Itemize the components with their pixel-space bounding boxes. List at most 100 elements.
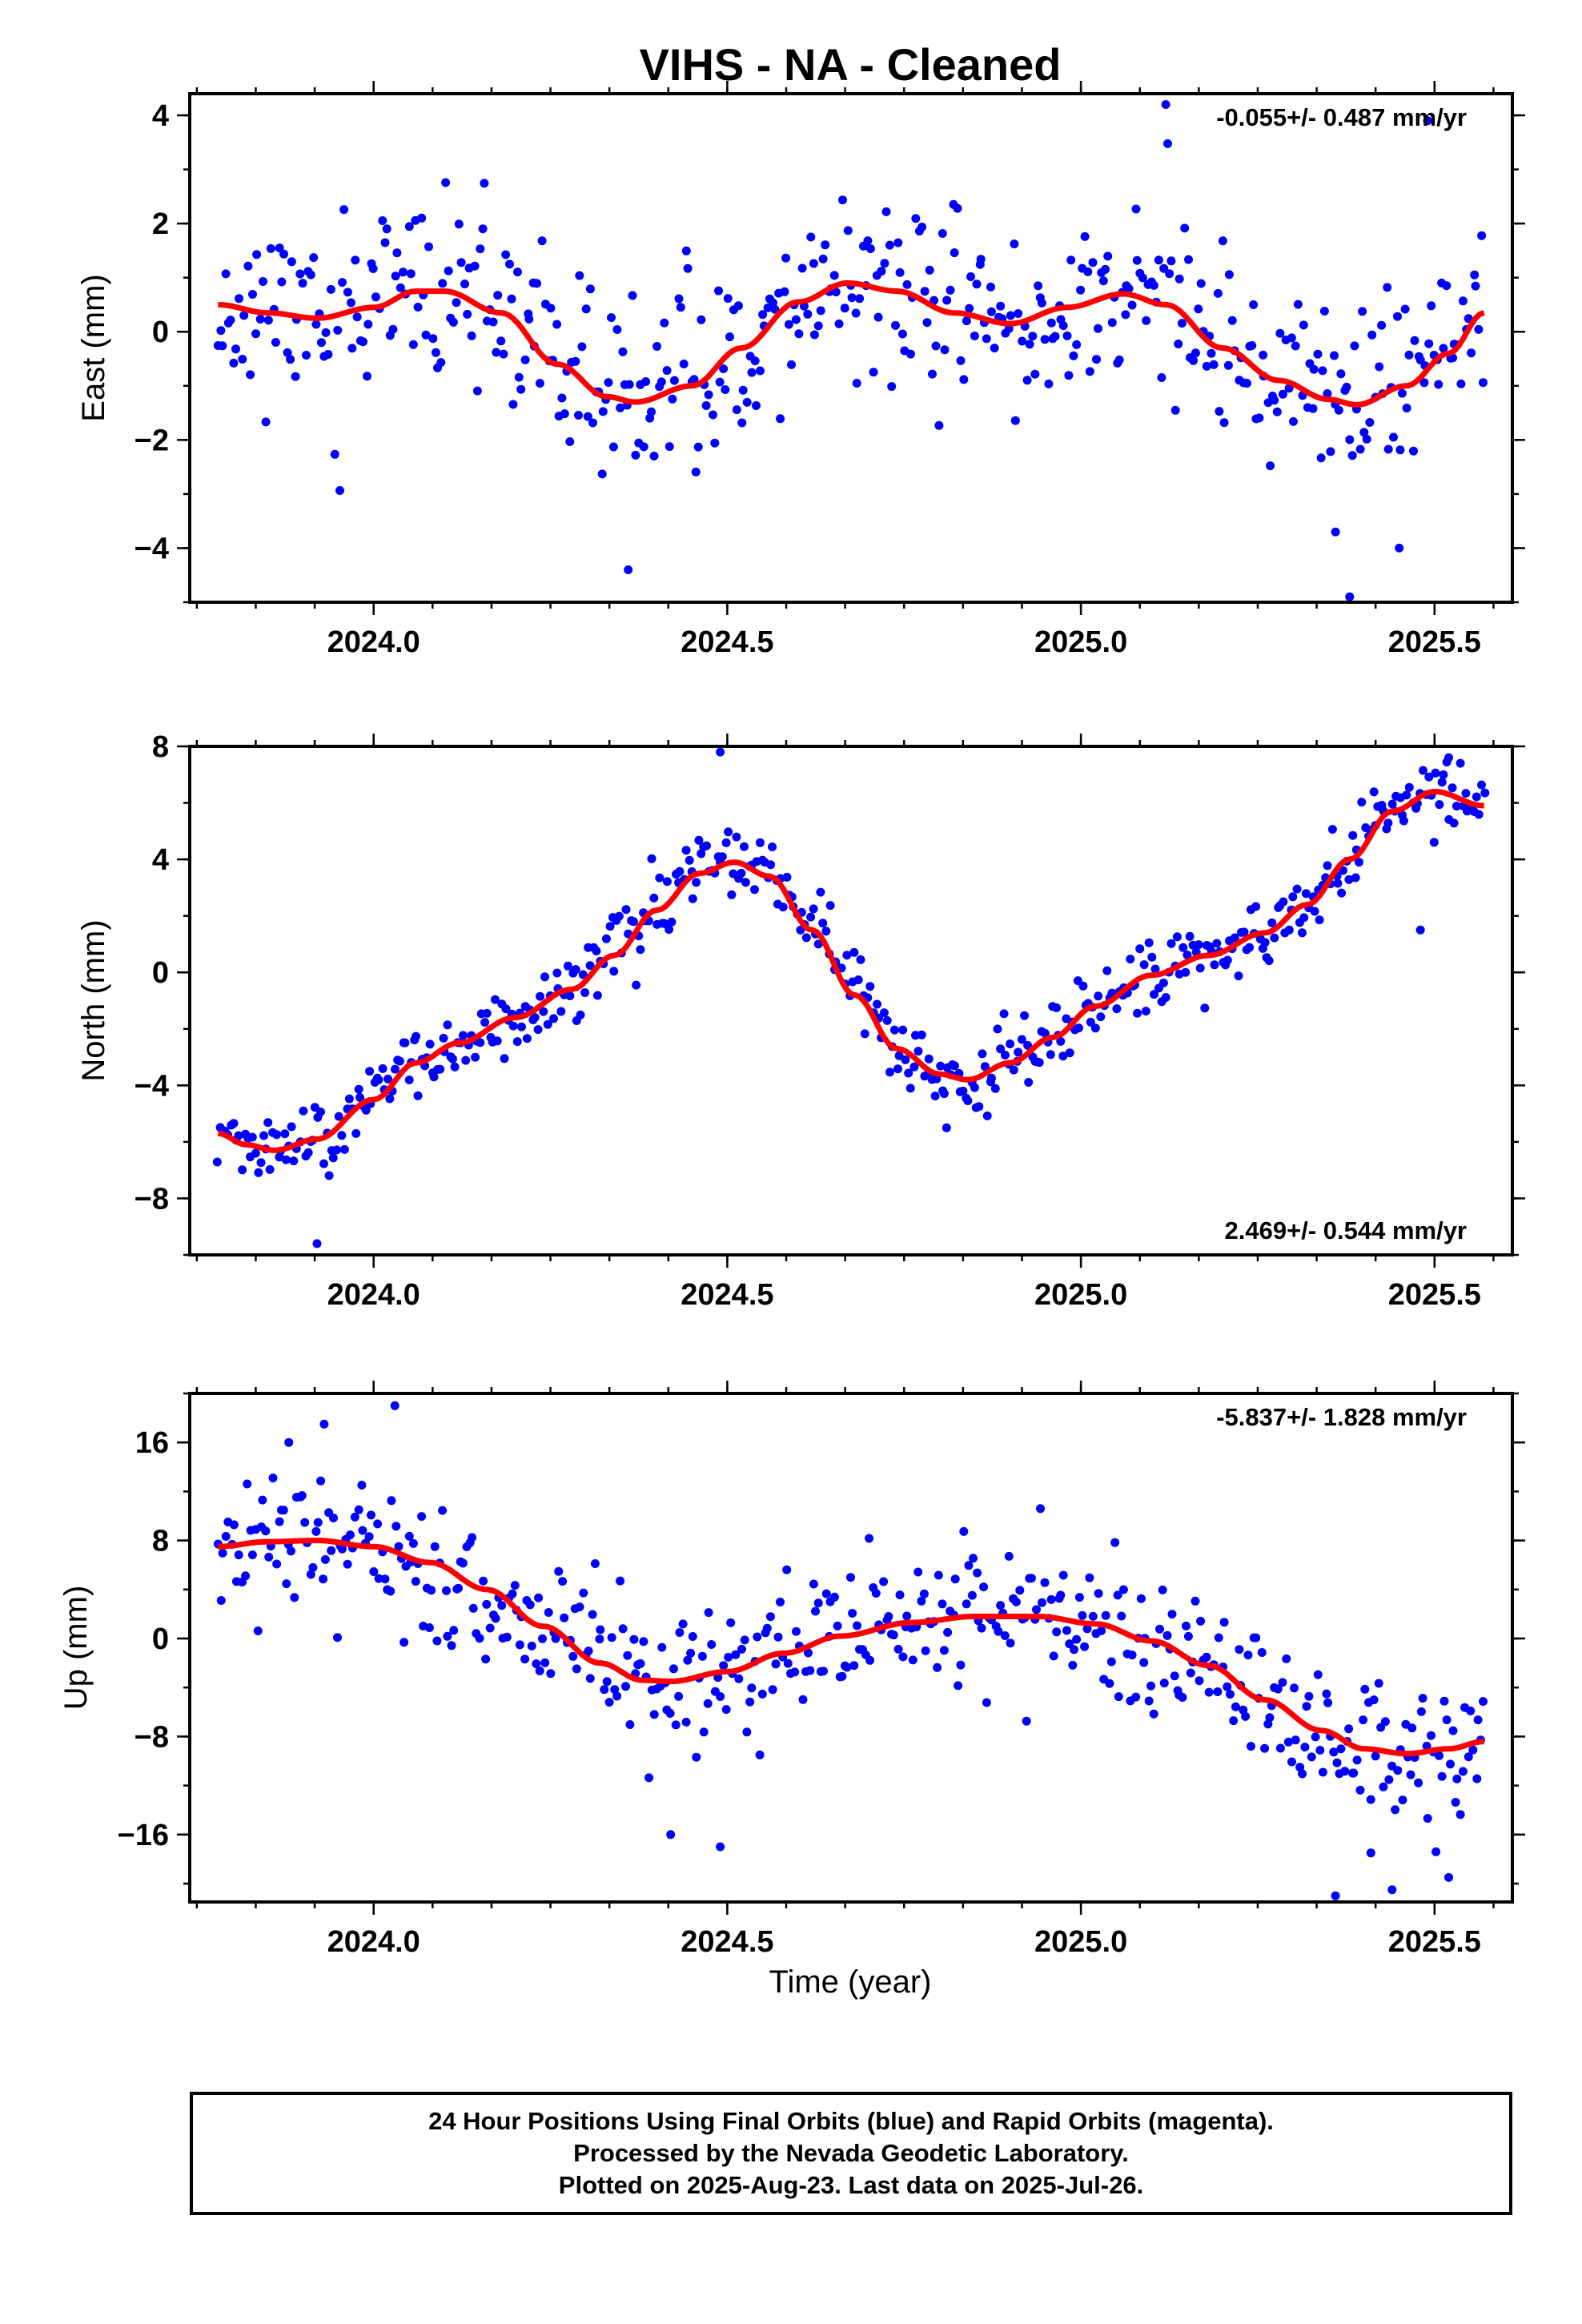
data-point xyxy=(347,298,355,308)
data-point xyxy=(970,332,979,340)
data-point xyxy=(657,1642,667,1652)
data-point xyxy=(917,1596,926,1606)
data-point xyxy=(552,968,562,978)
data-point xyxy=(303,1148,313,1157)
data-point xyxy=(247,1550,257,1560)
data-point xyxy=(925,265,934,275)
data-point xyxy=(639,442,648,452)
data-point xyxy=(1142,316,1151,325)
data-point xyxy=(873,999,881,1009)
data-point xyxy=(263,316,273,325)
data-point xyxy=(1127,1651,1137,1660)
data-point xyxy=(790,1667,800,1677)
data-point xyxy=(298,279,307,288)
data-point xyxy=(1052,1003,1062,1012)
data-point xyxy=(1202,361,1211,371)
data-point xyxy=(1292,884,1302,894)
data-point xyxy=(1224,270,1234,279)
data-point xyxy=(962,316,971,326)
data-point xyxy=(1162,1630,1172,1640)
x-axis-label: Time (year) xyxy=(769,1964,932,2000)
data-point xyxy=(895,267,905,277)
data-point xyxy=(865,1534,874,1543)
data-point xyxy=(1307,1752,1316,1762)
data-point xyxy=(1323,861,1332,870)
data-point xyxy=(1452,802,1461,811)
data-point xyxy=(1466,1706,1476,1715)
data-point xyxy=(778,903,788,912)
data-point xyxy=(688,894,697,903)
data-point xyxy=(1080,1642,1090,1651)
data-point xyxy=(468,1533,477,1542)
data-point xyxy=(978,1049,987,1059)
data-point xyxy=(1282,1654,1291,1663)
data-point xyxy=(694,835,704,845)
data-point xyxy=(1014,309,1023,318)
data-point xyxy=(798,1695,808,1704)
data-point xyxy=(578,970,588,979)
data-point xyxy=(560,1613,569,1622)
data-point xyxy=(1298,1769,1307,1779)
data-point xyxy=(1025,340,1034,349)
data-point xyxy=(1139,1658,1149,1667)
data-point xyxy=(216,326,226,336)
data-point xyxy=(229,1119,239,1128)
data-point xyxy=(234,1131,243,1140)
data-point xyxy=(610,1685,620,1695)
data-point xyxy=(1442,1715,1452,1725)
east-panel: 2024.0 2024.5 2025.0 2025.5 4 2 0 −2 −4 East (mm… xyxy=(76,81,1525,659)
data-point xyxy=(1178,1693,1187,1702)
data-point xyxy=(1006,1638,1015,1648)
data-point xyxy=(1472,792,1481,802)
data-point xyxy=(644,1773,654,1783)
data-point xyxy=(354,1084,363,1094)
data-point xyxy=(295,269,305,279)
data-point xyxy=(442,1586,451,1595)
data-point xyxy=(427,1586,436,1595)
data-point xyxy=(1024,1078,1034,1087)
data-point xyxy=(939,1646,949,1655)
data-point xyxy=(725,332,734,342)
data-point xyxy=(1094,324,1102,333)
data-point xyxy=(1437,1771,1447,1781)
data-point xyxy=(724,1652,733,1662)
data-point xyxy=(897,329,907,339)
data-point xyxy=(704,390,713,400)
data-point xyxy=(1146,1681,1156,1691)
data-point xyxy=(853,1621,861,1630)
data-point xyxy=(969,1554,978,1563)
data-point xyxy=(1062,1626,1071,1635)
data-point xyxy=(1308,404,1318,413)
data-point xyxy=(1416,1707,1426,1716)
data-point xyxy=(1172,932,1182,942)
data-point xyxy=(585,961,595,971)
data-point xyxy=(1287,1757,1296,1767)
data-point xyxy=(747,368,757,377)
data-point xyxy=(339,205,349,215)
data-point xyxy=(243,261,253,271)
data-point xyxy=(1398,1795,1407,1805)
y-tick-label: −8 xyxy=(135,1182,169,1216)
data-point xyxy=(424,242,433,251)
data-point xyxy=(444,266,453,275)
data-point xyxy=(942,1123,951,1132)
data-point xyxy=(893,1644,903,1654)
data-point xyxy=(624,380,634,389)
data-point xyxy=(263,1118,273,1128)
data-point xyxy=(825,901,835,911)
data-point xyxy=(493,291,503,300)
data-point xyxy=(546,304,556,313)
data-point xyxy=(574,411,583,420)
data-point xyxy=(921,1646,930,1655)
data-point xyxy=(999,1009,1009,1019)
data-point xyxy=(1275,328,1285,338)
data-point xyxy=(804,1648,813,1658)
data-point xyxy=(994,1626,1003,1636)
data-point xyxy=(1295,1763,1305,1772)
data-point xyxy=(605,922,615,931)
y-tick-label: 2 xyxy=(152,207,169,241)
data-point xyxy=(524,315,534,324)
data-point xyxy=(1114,355,1124,364)
data-point xyxy=(851,308,861,318)
